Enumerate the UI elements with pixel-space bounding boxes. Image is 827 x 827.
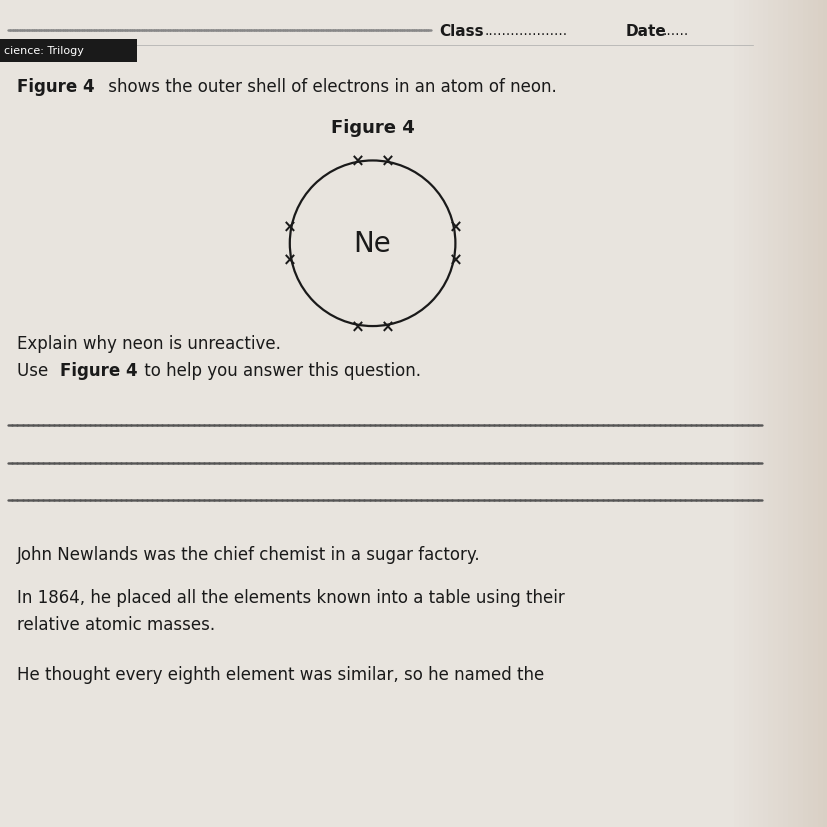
Bar xyxy=(748,0,753,827)
Bar xyxy=(797,0,802,827)
Text: Date: Date xyxy=(624,24,665,39)
Text: Figure 4: Figure 4 xyxy=(60,361,138,380)
Bar xyxy=(733,0,738,827)
Bar xyxy=(807,0,812,827)
Text: ×: × xyxy=(283,251,296,270)
Text: ×: × xyxy=(283,218,296,237)
Text: Use: Use xyxy=(17,361,53,380)
Bar xyxy=(0,40,136,63)
Text: John Newlands was the chief chemist in a sugar factory.: John Newlands was the chief chemist in a… xyxy=(17,545,480,563)
Bar xyxy=(792,0,797,827)
Text: ×: × xyxy=(380,318,394,336)
Bar xyxy=(743,0,748,827)
Bar xyxy=(738,0,743,827)
Bar xyxy=(812,0,817,827)
Bar xyxy=(762,0,767,827)
Text: In 1864, he placed all the elements known into a table using their: In 1864, he placed all the elements know… xyxy=(17,588,564,606)
Text: Class: Class xyxy=(438,24,483,39)
Text: relative atomic masses.: relative atomic masses. xyxy=(17,615,214,633)
Text: ...................: ................... xyxy=(484,25,566,38)
Bar xyxy=(758,0,762,827)
Text: ×: × xyxy=(380,152,394,170)
Bar xyxy=(772,0,777,827)
Text: ×: × xyxy=(351,152,364,170)
Bar xyxy=(753,0,758,827)
Text: ......: ...... xyxy=(662,25,688,38)
Text: Figure 4: Figure 4 xyxy=(17,78,94,96)
Bar xyxy=(802,0,807,827)
Text: He thought every eighth element was similar, so he named the: He thought every eighth element was simi… xyxy=(17,665,543,683)
Text: to help you answer this question.: to help you answer this question. xyxy=(139,361,421,380)
Bar xyxy=(817,0,822,827)
Bar xyxy=(782,0,787,827)
Bar xyxy=(728,0,733,827)
Bar xyxy=(777,0,782,827)
Bar xyxy=(822,0,827,827)
Text: ×: × xyxy=(448,251,461,270)
Text: ×: × xyxy=(351,318,364,336)
Bar xyxy=(767,0,772,827)
Text: Explain why neon is unreactive.: Explain why neon is unreactive. xyxy=(17,334,280,352)
Text: Figure 4: Figure 4 xyxy=(330,119,414,137)
Text: Ne: Ne xyxy=(353,230,391,258)
Text: cience: Trilogy: cience: Trilogy xyxy=(4,46,84,56)
Bar xyxy=(787,0,792,827)
Text: shows the outer shell of electrons in an atom of neon.: shows the outer shell of electrons in an… xyxy=(103,78,557,96)
Text: ×: × xyxy=(448,218,461,237)
